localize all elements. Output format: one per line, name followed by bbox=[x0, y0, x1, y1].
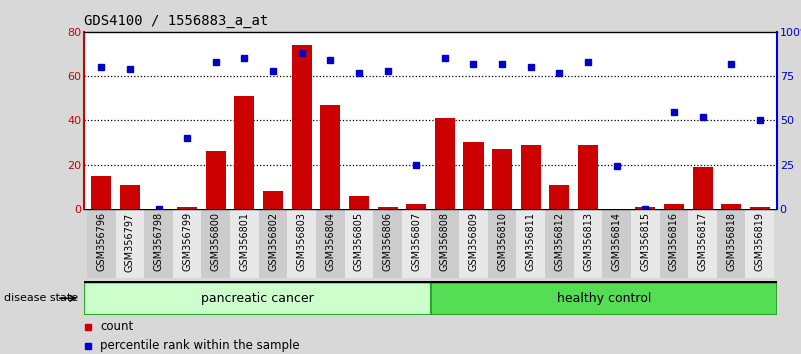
Text: GSM356807: GSM356807 bbox=[411, 212, 421, 272]
Bar bbox=[316, 209, 344, 278]
Bar bbox=[288, 209, 316, 278]
Text: GSM356802: GSM356802 bbox=[268, 212, 278, 272]
Bar bbox=[521, 145, 541, 209]
Bar bbox=[259, 209, 288, 278]
Bar bbox=[631, 209, 659, 278]
Bar bbox=[459, 209, 488, 278]
Bar bbox=[545, 209, 574, 278]
Bar bbox=[431, 281, 777, 315]
Bar bbox=[373, 209, 402, 278]
Text: count: count bbox=[100, 320, 134, 333]
Text: GSM356804: GSM356804 bbox=[325, 212, 336, 271]
Text: GSM356809: GSM356809 bbox=[469, 212, 478, 271]
Bar bbox=[488, 209, 517, 278]
Bar bbox=[517, 209, 545, 278]
Text: GSM356797: GSM356797 bbox=[125, 212, 135, 272]
Bar bbox=[430, 209, 459, 278]
Text: GSM356819: GSM356819 bbox=[755, 212, 765, 271]
Text: GSM356814: GSM356814 bbox=[612, 212, 622, 271]
Bar bbox=[91, 176, 111, 209]
Bar bbox=[578, 145, 598, 209]
Bar bbox=[693, 167, 713, 209]
Text: GSM356805: GSM356805 bbox=[354, 212, 364, 272]
Bar bbox=[87, 209, 115, 278]
Text: healthy control: healthy control bbox=[557, 292, 651, 305]
Bar bbox=[492, 149, 512, 209]
Bar bbox=[177, 207, 197, 209]
Text: GSM356813: GSM356813 bbox=[583, 212, 593, 271]
Bar bbox=[173, 209, 202, 278]
Bar bbox=[746, 209, 774, 278]
Bar bbox=[349, 195, 369, 209]
Text: GSM356812: GSM356812 bbox=[554, 212, 565, 272]
Bar bbox=[115, 209, 144, 278]
Bar bbox=[406, 205, 426, 209]
Bar bbox=[635, 207, 655, 209]
Bar bbox=[292, 45, 312, 209]
Text: GSM356816: GSM356816 bbox=[669, 212, 679, 271]
Bar bbox=[344, 209, 373, 278]
Bar bbox=[377, 207, 397, 209]
Bar bbox=[717, 209, 746, 278]
Text: GSM356817: GSM356817 bbox=[698, 212, 707, 272]
Bar bbox=[574, 209, 602, 278]
Text: GSM356806: GSM356806 bbox=[383, 212, 392, 271]
Bar bbox=[602, 209, 631, 278]
Text: GSM356803: GSM356803 bbox=[296, 212, 307, 271]
Text: GSM356811: GSM356811 bbox=[525, 212, 536, 271]
Bar bbox=[144, 209, 173, 278]
Bar bbox=[120, 184, 140, 209]
Bar bbox=[320, 105, 340, 209]
Text: GSM356818: GSM356818 bbox=[727, 212, 736, 271]
Bar bbox=[402, 209, 430, 278]
Bar bbox=[688, 209, 717, 278]
Text: GSM356801: GSM356801 bbox=[239, 212, 249, 271]
Text: GSM356810: GSM356810 bbox=[497, 212, 507, 271]
Bar bbox=[664, 205, 684, 209]
Text: disease state: disease state bbox=[4, 293, 78, 303]
Bar bbox=[230, 209, 259, 278]
Text: percentile rank within the sample: percentile rank within the sample bbox=[100, 339, 300, 352]
Bar bbox=[659, 209, 688, 278]
Text: GSM356798: GSM356798 bbox=[154, 212, 163, 272]
Text: GSM356815: GSM356815 bbox=[640, 212, 650, 272]
Bar bbox=[84, 281, 431, 315]
Text: GSM356800: GSM356800 bbox=[211, 212, 221, 271]
Bar bbox=[206, 152, 226, 209]
Bar bbox=[263, 191, 283, 209]
Text: GSM356796: GSM356796 bbox=[96, 212, 107, 272]
Text: GSM356808: GSM356808 bbox=[440, 212, 450, 271]
Bar bbox=[549, 184, 570, 209]
Bar bbox=[464, 143, 484, 209]
Text: GSM356799: GSM356799 bbox=[182, 212, 192, 272]
Text: pancreatic cancer: pancreatic cancer bbox=[201, 292, 314, 305]
Bar bbox=[721, 205, 741, 209]
Bar bbox=[235, 96, 255, 209]
Bar bbox=[435, 118, 455, 209]
Bar bbox=[750, 207, 770, 209]
Text: GDS4100 / 1556883_a_at: GDS4100 / 1556883_a_at bbox=[84, 14, 268, 28]
Bar bbox=[202, 209, 230, 278]
